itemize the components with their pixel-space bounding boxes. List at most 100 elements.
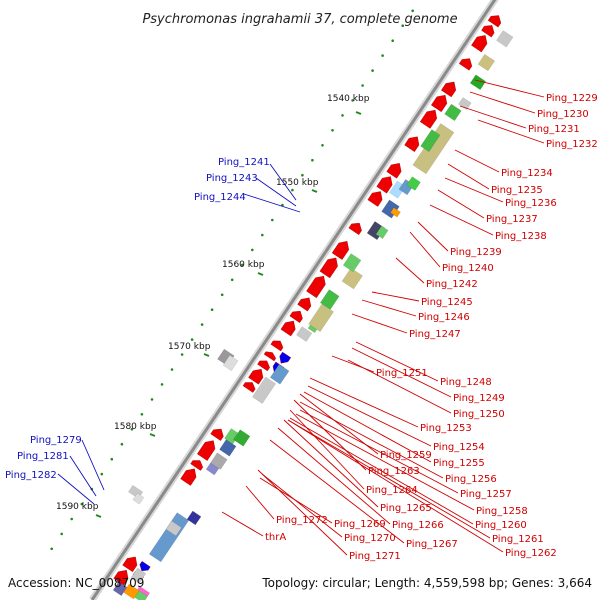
gene-label-forward: Ping_1271 (349, 551, 401, 562)
feature-box (296, 326, 313, 342)
gene-label-forward: Ping_1261 (492, 534, 544, 545)
scale-dot (70, 517, 73, 521)
gene-label-forward: Ping_1258 (476, 506, 528, 517)
kbp-tick (355, 111, 362, 115)
forward-gene-arrow (122, 556, 138, 573)
gene-label-forward: Ping_1256 (445, 474, 497, 485)
forward-gene-arrow (270, 340, 284, 352)
gene-label-forward: Ping_1260 (475, 520, 527, 531)
forward-gene-arrow (280, 320, 296, 337)
reverse-gene-arrow (279, 351, 292, 364)
scale-dot (80, 502, 84, 506)
feature-box (148, 512, 190, 563)
leader-line (474, 79, 545, 98)
feature-box (341, 267, 363, 290)
gene-label-forward: Ping_1240 (442, 263, 494, 274)
feature-box (132, 492, 145, 505)
leader-line (81, 439, 105, 491)
leader-line (289, 417, 474, 525)
gene-label-forward: thrA (265, 532, 286, 543)
reverse-gene-arrow (139, 561, 151, 572)
accession-text: Accession: NC_008709 (8, 576, 144, 590)
gene-label-forward: Ping_1255 (433, 458, 485, 469)
gene-label-forward: Ping_1234 (501, 168, 553, 179)
leader-line (361, 299, 417, 317)
map-title: Psychromonas ingrahamii 37, complete gen… (142, 12, 457, 27)
scale-dot (130, 428, 134, 431)
leader-line (283, 419, 379, 508)
gene-label-forward: Ping_1263 (368, 466, 420, 477)
gene-label-forward: Ping_1249 (453, 393, 505, 404)
feature-box (308, 303, 334, 333)
kbp-label: 1580 kbp (114, 422, 157, 432)
forward-gene-arrow (113, 569, 129, 586)
forward-gene-arrow (487, 15, 502, 28)
leader-line (355, 341, 439, 382)
feature-box (130, 567, 147, 584)
gene-label-forward: Ping_1236 (505, 198, 557, 209)
feature-box (477, 53, 496, 72)
scale-dot (170, 368, 174, 371)
feature-box (269, 363, 290, 385)
forward-gene-arrow (306, 275, 326, 299)
leader-line (437, 189, 485, 219)
gene-label-forward: Ping_1250 (453, 409, 505, 420)
forward-gene-arrow (263, 351, 277, 362)
leader-line (331, 355, 375, 373)
scale-dot (331, 129, 334, 132)
leader-line (395, 257, 425, 284)
gene-label-reverse: Ping_1241 (218, 157, 270, 168)
leader-line (57, 473, 95, 505)
feature-box (252, 376, 277, 404)
feature-box (233, 429, 251, 447)
gene-label-forward: Ping_1247 (409, 329, 461, 340)
forward-gene-arrow (242, 382, 256, 393)
leader-line (454, 149, 500, 173)
leader-line (347, 359, 452, 414)
kbp-tick (311, 189, 318, 193)
gene-label-forward: Ping_1239 (450, 247, 502, 258)
forward-gene-arrow (190, 460, 204, 471)
gene-label-reverse: Ping_1281 (17, 451, 69, 462)
kbp-tick (257, 272, 264, 276)
kbp-tick-marks (95, 111, 362, 518)
leader-line (429, 204, 494, 236)
gene-label-forward: Ping_1242 (426, 279, 478, 290)
forward-gene-arrow (367, 191, 383, 207)
forward-gene-arrow (376, 176, 393, 194)
leader-line (299, 401, 444, 479)
scale-dot (391, 39, 395, 42)
leader-line (309, 377, 419, 428)
leader-line (299, 409, 459, 494)
leader-line (409, 231, 441, 268)
gene-label-forward: Ping_1248 (440, 377, 492, 388)
scale-dot (401, 24, 405, 28)
leader-line (303, 391, 432, 463)
forward-gene-arrow (481, 25, 495, 38)
scale-dot (411, 9, 415, 13)
leader-line (289, 409, 365, 490)
leader-line (417, 221, 449, 252)
scale-dot (351, 99, 354, 102)
scale-dot (210, 308, 214, 312)
gene-label-forward: Ping_1254 (433, 442, 485, 453)
leader-line (459, 105, 527, 129)
forward-gene-arrow (331, 241, 350, 260)
gene-label-forward: Ping_1265 (380, 503, 432, 514)
scale-dot (150, 398, 154, 401)
topology-text: Topology: circular; Length: 4,559,598 bp… (261, 576, 592, 590)
gene-label-forward: Ping_1257 (460, 489, 512, 500)
leader-line (371, 291, 420, 302)
gene-label-forward: Ping_1231 (528, 124, 580, 135)
forward-gene-arrow (348, 222, 362, 235)
scale-dot (341, 114, 344, 117)
reverse-gene-labels: Ping_1241 Ping_1243 Ping_1244 Ping_1279 Ping… (5, 157, 270, 481)
feature-box (134, 590, 148, 600)
scale-dot (110, 457, 114, 461)
scale-dot (371, 69, 374, 72)
leader-line (69, 455, 97, 497)
gene-label-forward: Ping_1267 (406, 539, 458, 550)
kbp-tick (149, 433, 156, 437)
forward-gene-arrow (441, 81, 457, 98)
scale-dot (321, 144, 324, 147)
